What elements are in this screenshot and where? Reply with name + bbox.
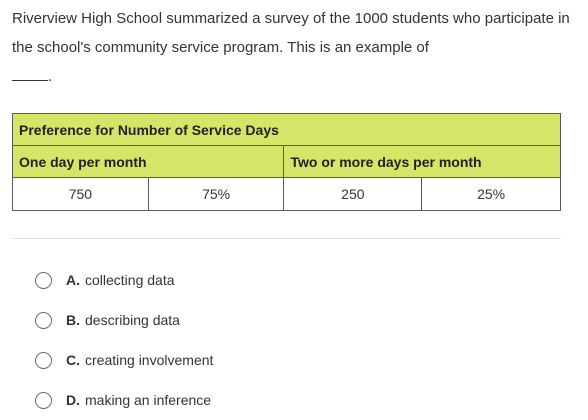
radio-button-icon[interactable]: [35, 271, 52, 289]
choice-label: making an inference: [85, 392, 212, 408]
service-days-table: Preference for Number of Service Days On…: [11, 113, 561, 211]
table-title: Preference for Number of Service Days: [12, 113, 561, 146]
radio-button-icon[interactable]: [35, 391, 52, 409]
table-row: 750 75% 250 25%: [12, 177, 561, 211]
choice-letter: D.: [66, 392, 80, 408]
answer-choices: A. collecting data B. describing data C.…: [35, 260, 535, 420]
choice-letter: A.: [66, 272, 80, 288]
table-title-row: Preference for Number of Service Days: [12, 113, 561, 146]
radio-button-icon[interactable]: [35, 351, 52, 369]
header-one-day: One day per month: [11, 145, 285, 178]
table-header-row: One day per month Two or more days per m…: [11, 145, 561, 178]
choice-label: collecting data: [85, 272, 175, 288]
question-body: Riverview High School summarized a surve…: [12, 10, 570, 56]
choice-c[interactable]: C. creating involvement: [35, 340, 535, 380]
radio-button-icon[interactable]: [35, 311, 52, 329]
choice-label: describing data: [85, 312, 180, 328]
cell-one-day-percent: 75%: [147, 177, 285, 211]
divider: [12, 238, 561, 239]
cell-one-day-count: 750: [12, 177, 149, 211]
choice-d[interactable]: D. making an inference: [35, 380, 535, 420]
choice-label: creating involvement: [85, 352, 214, 368]
choice-a[interactable]: A. collecting data: [35, 260, 535, 300]
choice-letter: B.: [66, 312, 80, 328]
cell-two-days-count: 250: [283, 177, 423, 211]
choice-b[interactable]: B. describing data: [35, 300, 535, 340]
question-suffix: .: [48, 68, 53, 85]
choice-letter: C.: [66, 352, 80, 368]
question-text: Riverview High School summarized a surve…: [12, 4, 572, 91]
cell-two-days-percent: 25%: [421, 177, 561, 211]
answer-blank: [12, 66, 48, 81]
header-two-or-more-days: Two or more days per month: [283, 145, 561, 178]
